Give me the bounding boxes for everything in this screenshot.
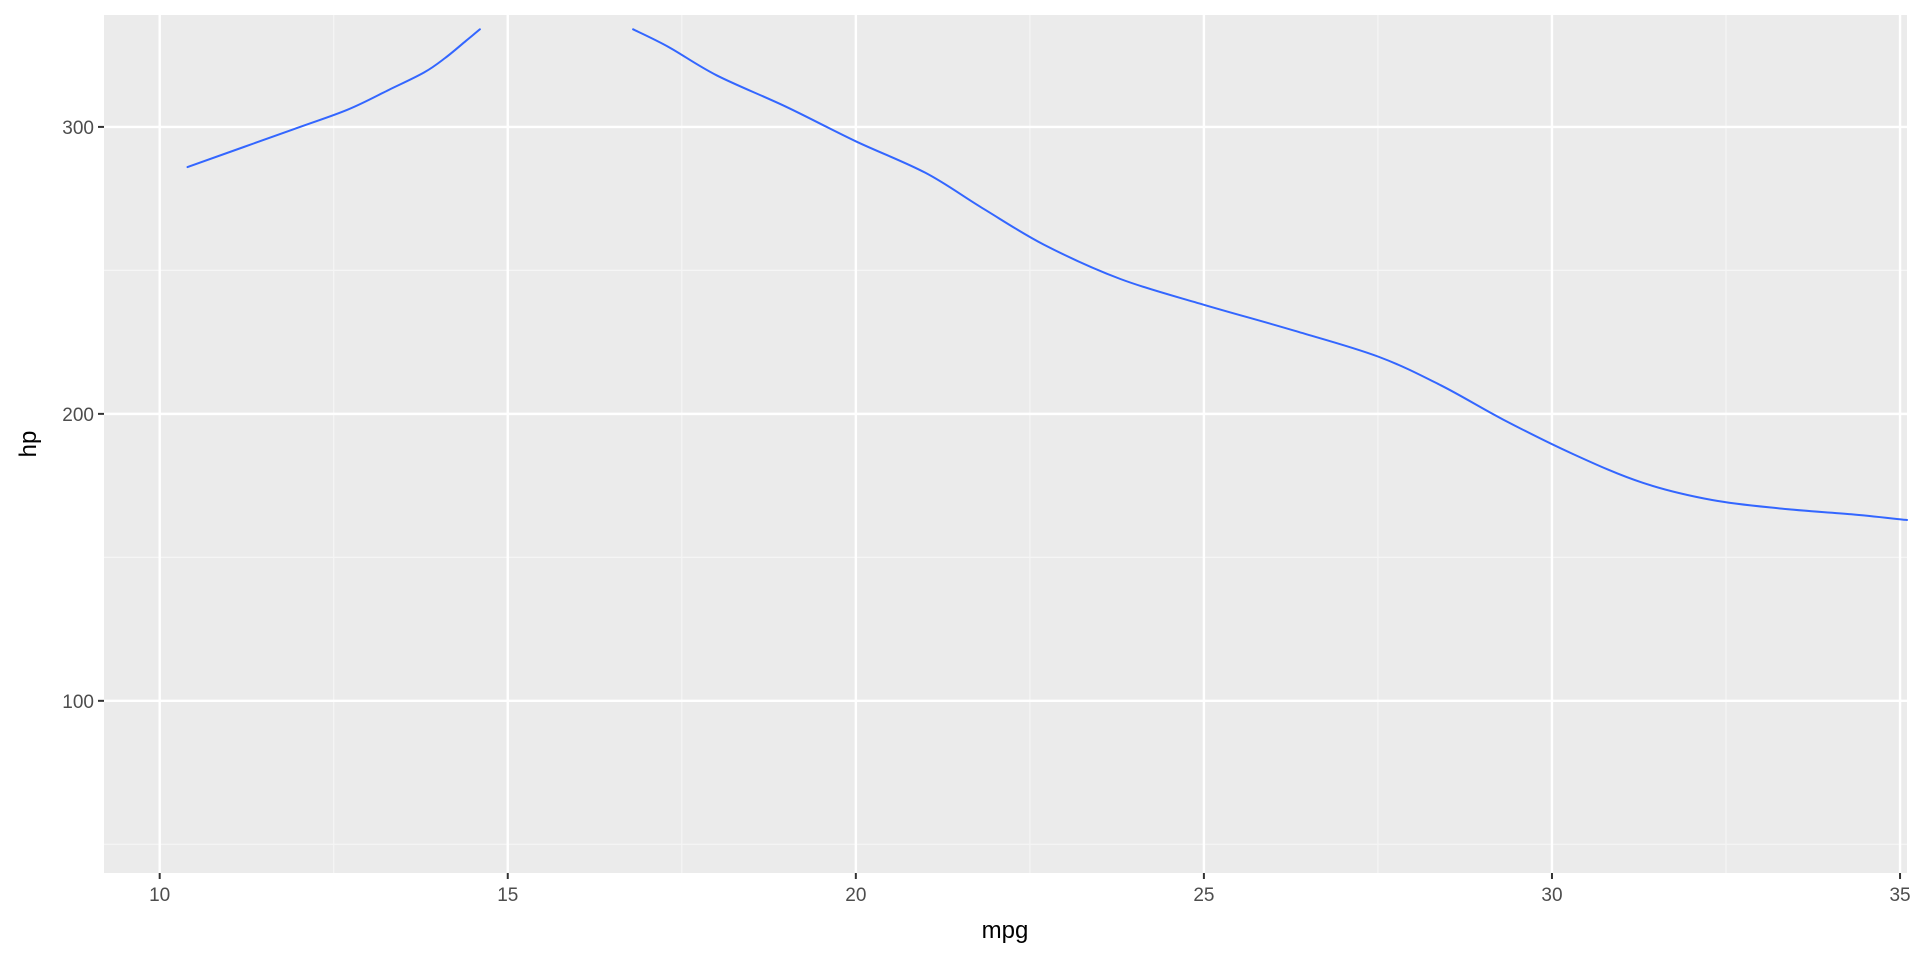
- plot-panel: [104, 15, 1907, 873]
- y-tick-label: 300: [62, 118, 94, 139]
- x-tick-label: 15: [497, 885, 518, 906]
- x-tick-label: 20: [845, 885, 866, 906]
- x-tick-label: 35: [1889, 885, 1910, 906]
- y-tick-label: 100: [62, 692, 94, 713]
- y-tick-label: 200: [62, 405, 94, 426]
- x-axis-ticks: 10 15 20 25 30 35: [149, 873, 1911, 906]
- x-tick-label: 25: [1193, 885, 1214, 906]
- x-axis-title: mpg: [982, 917, 1029, 944]
- contour-lines: [186, 28, 1908, 521]
- contour-line-2: [632, 28, 1908, 521]
- contour-line-1: [186, 28, 481, 169]
- y-axis-title: hp: [15, 431, 42, 458]
- y-axis-ticks: 100 200 300: [62, 118, 104, 713]
- x-tick-label: 30: [1541, 885, 1562, 906]
- x-tick-label: 10: [149, 885, 170, 906]
